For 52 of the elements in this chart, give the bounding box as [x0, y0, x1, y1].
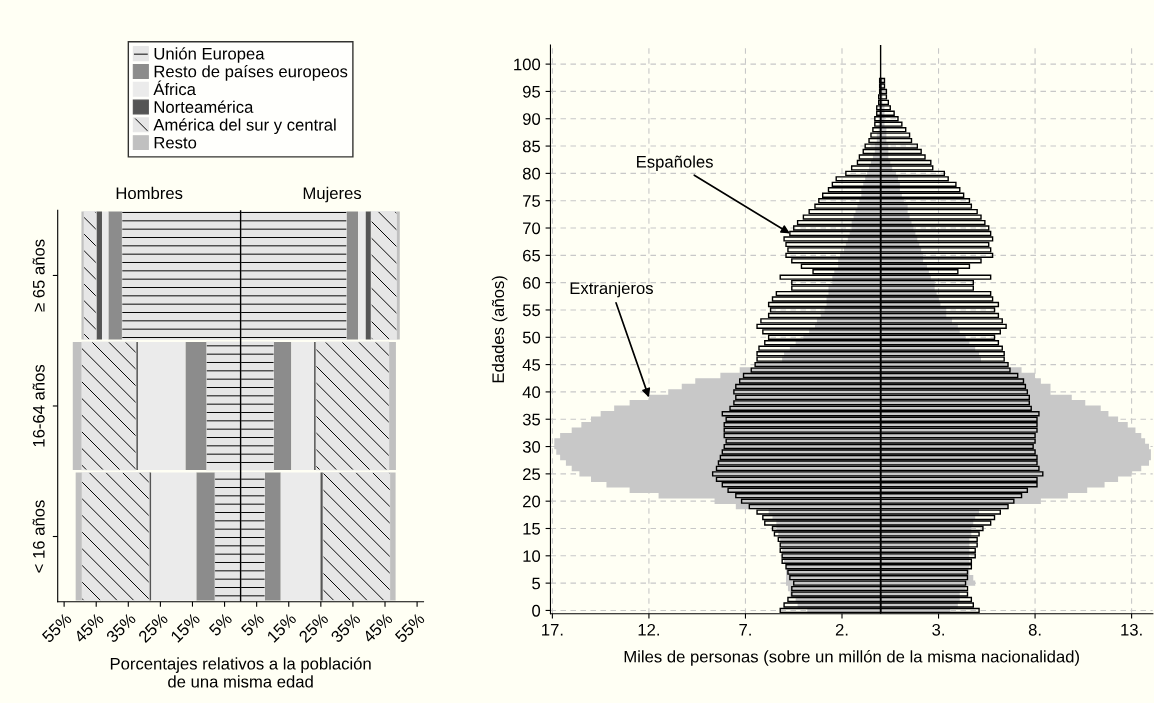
- y-tick-label: 40: [522, 386, 541, 399]
- x-axis-title: Miles de personas (sobre un millón de la misma nacionalidad): [624, 650, 1079, 666]
- y-tick-label: 16-64 años: [32, 364, 45, 447]
- y-tick-label: 20: [523, 495, 541, 508]
- legend-label: Resto: [154, 136, 197, 149]
- y-tick-label: 50: [522, 331, 541, 344]
- y-tick-label: 85: [522, 140, 541, 153]
- x-tick-label: 45%: [362, 612, 394, 644]
- y-tick-label: 60: [523, 277, 541, 289]
- x-tick-label: 35%: [330, 612, 362, 644]
- x-tick-label: 8.: [1028, 623, 1041, 636]
- y-tick-label: 25: [523, 468, 541, 481]
- y-tick-label: 30: [522, 440, 541, 453]
- legend-label: Unión Europea: [154, 47, 265, 63]
- x-tick-label: 5%: [208, 612, 233, 637]
- annotation: Extranjeros: [570, 281, 653, 298]
- annotation: Españoles: [637, 155, 713, 171]
- x-tick-label: 35%: [105, 612, 137, 644]
- y-tick-label: 65: [523, 249, 541, 262]
- x-tick-label: 55%: [41, 612, 73, 644]
- y-tick-label: 70: [523, 222, 541, 235]
- y-tick-label: 55: [522, 304, 541, 317]
- y-tick-label: < 16 años: [32, 500, 45, 573]
- x-tick-label: 55%: [394, 612, 426, 644]
- y-tick-label: ≥ 65 años: [32, 239, 45, 312]
- y-tick-label: 10: [523, 550, 541, 563]
- y-tick-label: 45: [522, 359, 541, 371]
- y-tick-label: 75: [523, 195, 541, 207]
- x-tick-label: 12.: [638, 623, 659, 636]
- y-tick-label: 15: [523, 523, 541, 535]
- legend-label: Norteamérica: [154, 100, 254, 113]
- x-tick-label: 5%: [240, 612, 265, 637]
- x-tick-label: 17.: [542, 624, 563, 636]
- y-tick-label: 5: [532, 577, 541, 590]
- legend-label: Resto de países europeos: [154, 64, 348, 81]
- x-tick-label: 45%: [73, 612, 105, 644]
- text: Hombres: [116, 186, 183, 200]
- y-tick-label: 95: [522, 85, 541, 98]
- text: Mujeres: [303, 186, 362, 203]
- y-axis-title: Edades (años): [491, 276, 508, 383]
- legend-label: África: [153, 80, 196, 96]
- y-tick-label: 90: [522, 113, 541, 125]
- y-tick-label: 35: [522, 413, 541, 426]
- x-axis-title: Porcentajes relativos a la población de una misma edad: [110, 657, 371, 688]
- x-tick-label: 13.: [1121, 623, 1142, 636]
- legend-label: América del sur y central: [153, 118, 336, 135]
- x-tick-label: 2.: [835, 623, 848, 636]
- y-tick-label: 0: [532, 604, 541, 617]
- x-tick-label: 7.: [739, 624, 751, 636]
- y-tick-label: 80: [522, 167, 541, 180]
- x-tick-label: 3.: [932, 623, 944, 636]
- y-tick-label: 100: [514, 58, 541, 71]
